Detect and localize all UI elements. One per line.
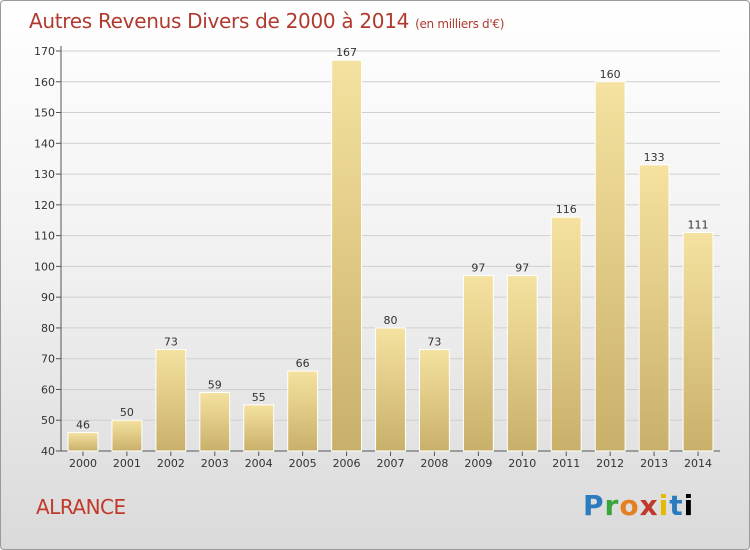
bar xyxy=(594,81,626,452)
bar xyxy=(199,392,231,452)
bar xyxy=(287,370,319,452)
y-tick-label: 100 xyxy=(34,260,55,273)
logo-letter: t xyxy=(669,489,684,522)
x-tick-label: 2014 xyxy=(684,457,712,470)
y-tick-label: 90 xyxy=(41,291,55,304)
bar xyxy=(155,348,187,452)
logo-letter: i xyxy=(683,489,695,522)
x-tick-label: 2012 xyxy=(596,457,624,470)
logo-letter: x xyxy=(639,489,659,522)
bar xyxy=(682,232,714,452)
bar xyxy=(638,164,670,452)
data-label: 133 xyxy=(644,151,665,164)
data-label: 73 xyxy=(164,335,178,348)
y-tick-label: 60 xyxy=(41,383,55,396)
y-tick-label: 110 xyxy=(34,230,55,243)
unit-label: (en milliers d'€) xyxy=(415,17,505,31)
x-tick-label: 2001 xyxy=(113,457,141,470)
labels: 40 50 60 70 80 90 100 110 120 130 140 150 160 170 2000… xyxy=(34,45,712,470)
x-tick-label: 2013 xyxy=(640,457,668,470)
data-label: 59 xyxy=(208,379,222,392)
y-tick-label: 50 xyxy=(41,414,55,427)
bar xyxy=(550,216,582,452)
x-tick-label: 2008 xyxy=(420,457,448,470)
logo-letter: i xyxy=(658,489,670,522)
data-label: 116 xyxy=(556,203,577,216)
bar xyxy=(243,404,275,452)
x-tick-label: 2004 xyxy=(245,457,273,470)
x-tick-label: 2003 xyxy=(201,457,229,470)
y-tick-label: 140 xyxy=(34,137,55,150)
y-tick-label: 70 xyxy=(41,353,55,366)
bar xyxy=(111,419,143,452)
title-text: Autres Revenus Divers de 2000 à 2014 xyxy=(29,9,410,33)
x-tick-label: 2002 xyxy=(157,457,185,470)
y-tick-label: 80 xyxy=(41,322,55,335)
bar xyxy=(506,275,538,452)
place-name: ALRANCE xyxy=(36,495,126,519)
y-tick-label: 170 xyxy=(34,45,55,58)
x-tick-label: 2000 xyxy=(69,457,97,470)
data-label: 160 xyxy=(600,68,621,81)
logo-letter: o xyxy=(619,489,640,522)
bar xyxy=(462,275,494,452)
data-label: 111 xyxy=(688,219,709,232)
y-tick-label: 40 xyxy=(41,445,55,458)
y-tick-label: 160 xyxy=(34,76,55,89)
data-label: 46 xyxy=(76,419,90,432)
data-label: 167 xyxy=(336,46,357,59)
x-tick-label: 2005 xyxy=(289,457,317,470)
logo-letter: r xyxy=(604,489,620,522)
chart-title: Autres Revenus Divers de 2000 à 2014 (en … xyxy=(29,9,504,33)
data-label: 97 xyxy=(471,262,485,275)
proxiti-logo: Proxiti xyxy=(583,489,694,522)
y-tick-label: 130 xyxy=(34,168,55,181)
bar xyxy=(418,348,450,452)
data-label: 66 xyxy=(296,357,310,370)
data-label: 80 xyxy=(384,314,398,327)
bars xyxy=(67,59,714,452)
logo-letter: P xyxy=(583,489,605,522)
bar xyxy=(67,432,99,452)
y-tick-label: 120 xyxy=(34,199,55,212)
x-tick-label: 2007 xyxy=(377,457,405,470)
x-tick-label: 2009 xyxy=(464,457,492,470)
x-tick-label: 2010 xyxy=(508,457,536,470)
x-tick-label: 2011 xyxy=(552,457,580,470)
bar xyxy=(375,327,406,452)
x-tick-label: 2006 xyxy=(333,457,361,470)
data-label: 55 xyxy=(252,391,266,404)
y-tick-label: 150 xyxy=(34,107,55,120)
data-label: 50 xyxy=(120,406,134,419)
data-label: 97 xyxy=(515,262,529,275)
bar xyxy=(331,59,363,452)
data-label: 73 xyxy=(427,335,441,348)
